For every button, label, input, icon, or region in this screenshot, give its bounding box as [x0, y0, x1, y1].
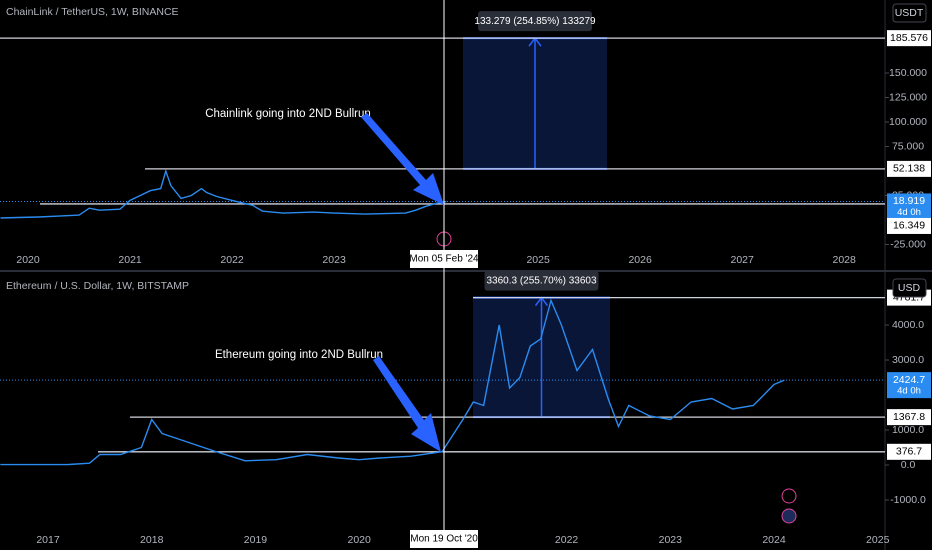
- crosshair-label-bg: [410, 530, 478, 548]
- annotation: Ethereum going into 2ND Bullrun: [215, 349, 383, 361]
- measure-label: 3360.3 (255.70%) 33603: [486, 275, 597, 286]
- measure-label-bg: [478, 11, 592, 32]
- measure-label: 133.279 (254.85%) 133279: [474, 16, 596, 27]
- event-icon: [781, 508, 797, 524]
- price-label: 1367.8: [893, 411, 925, 423]
- y-tick-label: 100.000: [889, 116, 927, 128]
- y-tick-label: 125.000: [889, 91, 927, 103]
- price-label: 376.7: [896, 446, 922, 458]
- event-icon: [781, 488, 797, 504]
- x-tick-label: 2022: [220, 254, 244, 266]
- chart-title: ChainLink / TetherUS, 1W, BINANCE: [6, 6, 179, 18]
- annotation: Chainlink going into 2ND Bullrun: [205, 108, 371, 120]
- x-tick-label: 2027: [730, 254, 754, 266]
- x-tick-label: 2023: [659, 534, 683, 546]
- countdown: 4d 0h: [897, 207, 921, 218]
- price-label: 16.349: [893, 220, 925, 232]
- price-label-bg: [887, 443, 931, 460]
- x-tick-label: 2020: [347, 534, 371, 546]
- x-tick-label: 2023: [322, 254, 346, 266]
- x-tick-label: 2025: [866, 534, 890, 546]
- price-label-bg: [887, 160, 931, 177]
- price-label: 18.919: [893, 195, 925, 207]
- chart-title: Ethereum / U.S. Dollar, 1W, BITSTAMP: [6, 280, 189, 292]
- currency-bg: [892, 278, 927, 298]
- x-tick-label: 2019: [244, 534, 268, 546]
- price-label-bg: [887, 217, 931, 234]
- price-label: 2424.7: [893, 374, 925, 386]
- arrow: [361, 113, 444, 205]
- y-tick-label: 1000.0: [892, 424, 924, 436]
- price-label-bg: [887, 372, 931, 399]
- x-tick-label: 2020: [16, 254, 40, 266]
- price-label-bg: [887, 193, 931, 220]
- x-tick-label: 2022: [555, 534, 579, 546]
- y-tick-label: 150.000: [889, 67, 927, 79]
- price-label-bg: [887, 30, 931, 47]
- y-tick-label: 75.000: [892, 140, 924, 152]
- price-label: 185.576: [890, 32, 928, 44]
- x-tick-label: 2026: [628, 254, 652, 266]
- y-tick-label: 0.0: [901, 459, 916, 471]
- price-label-bg: [887, 409, 931, 426]
- currency: USD: [898, 282, 921, 294]
- x-tick-label: 2017: [36, 534, 60, 546]
- currency: USDT: [895, 7, 924, 19]
- price-line-series: [0, 298, 785, 466]
- y-tick-label: 4000.0: [892, 319, 924, 331]
- arrow: [373, 356, 441, 452]
- x-tick-label: 2028: [833, 254, 857, 266]
- y-tick-label: 3000.0: [892, 354, 924, 366]
- x-tick-label: 2021: [118, 254, 142, 266]
- price-line-series: [0, 168, 447, 219]
- y-tick-label: -25.000: [890, 238, 926, 250]
- y-tick-label: -1000.0: [890, 494, 926, 506]
- x-tick-label: 2024: [762, 534, 786, 546]
- x-tick-label: 2018: [140, 534, 164, 546]
- price-label: 52.138: [893, 163, 925, 175]
- x-tick-label: 2025: [526, 254, 550, 266]
- crosshair-label: Mon 19 Oct '20: [410, 534, 478, 545]
- arrows: [361, 113, 444, 452]
- countdown: 4d 0h: [897, 386, 921, 397]
- measure-label-bg: [484, 270, 599, 291]
- currency-bg: [892, 3, 927, 23]
